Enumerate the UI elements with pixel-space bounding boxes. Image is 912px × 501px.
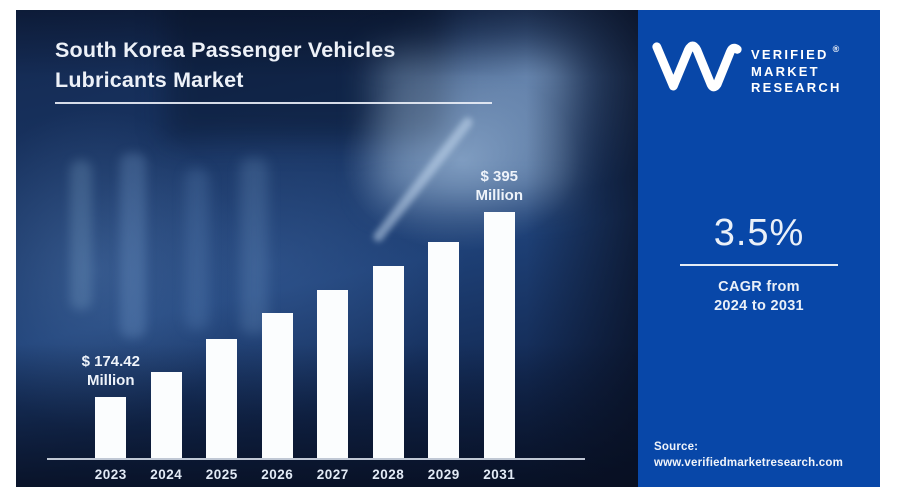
bars-row: $ 174.42 Million 2023 2024 2025 2026 2027 2028… (81, 167, 528, 482)
bar-value-label-2031: $ 395 Million (475, 168, 524, 204)
x-axis-line (47, 458, 585, 460)
bar-value-label-2023: $ 174.42 Million (81, 353, 140, 389)
info-panel: VERIFIED ® MARKET RESEARCH 3.5% CAGR from… (638, 10, 880, 487)
photo-shelf-shape (166, 10, 446, 140)
bar-2028 (372, 266, 404, 458)
photo-glove-shape (376, 50, 576, 200)
x-axis-label-2025: 2025 (205, 467, 238, 482)
bar-2029 (428, 242, 460, 458)
vmr-logo: VERIFIED ® MARKET RESEARCH (651, 38, 842, 97)
x-axis-label-2028: 2028 (372, 467, 405, 482)
cagr-divider (680, 264, 838, 266)
brand-line-2: MARKET (751, 63, 820, 79)
photo-test-tube-shape (240, 158, 268, 334)
brand-line-3: RESEARCH (751, 80, 842, 95)
bar-slot-2024: 2024 (139, 372, 195, 482)
content-frame: South Korea Passenger Vehicles Lubricant… (16, 10, 880, 487)
bar-slot-2028: 2028 (361, 266, 417, 482)
source-label: Source: (654, 441, 699, 453)
page-title-line2: Lubricants Market (55, 67, 244, 92)
x-axis-label-2026: 2026 (261, 467, 294, 482)
bar-slot-2025: 2025 (194, 339, 250, 482)
photo-test-tube-shape (70, 160, 92, 310)
bar-chart: $ 174.42 Million 2023 2024 2025 2026 2027 2028… (47, 150, 585, 482)
cagr-caption-line2: 2024 to 2031 (714, 298, 804, 314)
lab-photo-background (16, 10, 638, 487)
cagr-caption-line1: CAGR from (718, 279, 800, 295)
bar-2023 (95, 397, 127, 458)
x-axis-label-2031: 2031 (483, 467, 516, 482)
brand-line-1: VERIFIED ® (751, 41, 842, 64)
brand-word-verified: VERIFIED (751, 47, 829, 62)
bar-slot-2026: 2026 (250, 313, 306, 482)
source-attribution: Source: www.verifiedmarketresearch.com (654, 439, 843, 471)
bar-slot-2031: $ 395 Million 2031 (472, 167, 528, 482)
bar-2031 (483, 212, 515, 458)
page-title: South Korea Passenger Vehicles Lubricant… (55, 36, 396, 95)
title-underline (55, 102, 492, 104)
cagr-caption: CAGR from 2024 to 2031 (638, 278, 880, 316)
photo-test-tube-shape (185, 168, 209, 330)
x-axis-label-2029: 2029 (427, 467, 460, 482)
page-title-line1: South Korea Passenger Vehicles (55, 38, 396, 62)
cagr-value: 3.5% (713, 212, 805, 254)
registered-trademark-icon: ® (832, 44, 840, 54)
bar-slot-2023: $ 174.42 Million 2023 (81, 352, 140, 482)
vmr-logo-text: VERIFIED ® MARKET RESEARCH (751, 41, 842, 97)
bar-2024 (150, 372, 182, 458)
photo-test-tube-shape (120, 153, 146, 338)
bar-slot-2027: 2027 (305, 290, 361, 482)
chart-panel: South Korea Passenger Vehicles Lubricant… (16, 10, 638, 487)
vmr-logo-mark-icon (652, 41, 742, 92)
cagr-block: 3.5% CAGR from 2024 to 2031 (638, 212, 880, 316)
bar-2025 (206, 339, 238, 458)
x-axis-label-2024: 2024 (150, 467, 183, 482)
x-axis-label-2023: 2023 (94, 467, 127, 482)
bar-2027 (317, 290, 349, 458)
source-url: www.verifiedmarketresearch.com (654, 457, 844, 469)
bar-2026 (261, 313, 293, 458)
x-axis-label-2027: 2027 (316, 467, 349, 482)
bar-slot-2029: 2029 (416, 242, 472, 482)
